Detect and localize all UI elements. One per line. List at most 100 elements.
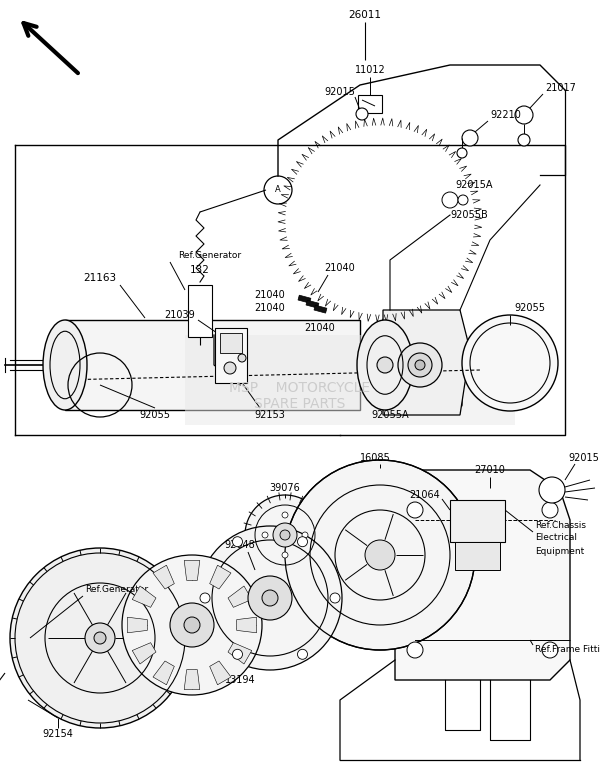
Polygon shape	[228, 642, 252, 664]
Text: 92048: 92048	[224, 540, 256, 550]
Circle shape	[224, 362, 236, 374]
Polygon shape	[228, 586, 252, 608]
Text: 21163: 21163	[83, 273, 116, 283]
FancyBboxPatch shape	[383, 318, 462, 407]
Bar	[188, 285, 212, 337]
Ellipse shape	[357, 320, 413, 410]
Text: SPARE PARTS: SPARE PARTS	[254, 397, 346, 411]
Bar	[65, 320, 360, 410]
Text: 21017: 21017	[545, 83, 576, 93]
Circle shape	[280, 530, 290, 540]
Circle shape	[122, 555, 262, 695]
Text: 92015A: 92015A	[455, 180, 493, 190]
Text: Ref.Generator: Ref.Generator	[85, 585, 148, 594]
Polygon shape	[184, 670, 200, 690]
Text: 16085: 16085	[359, 453, 391, 463]
Circle shape	[184, 617, 200, 633]
Circle shape	[282, 512, 288, 518]
Bar	[455, 542, 500, 570]
Circle shape	[264, 176, 292, 204]
Text: 92154: 92154	[43, 729, 73, 739]
Text: 132: 132	[190, 265, 210, 275]
Circle shape	[262, 590, 278, 606]
Circle shape	[200, 593, 210, 603]
Text: MSP    MOTORCYCLE: MSP MOTORCYCLE	[229, 381, 371, 395]
Text: Ref.Frame Fittings: Ref.Frame Fittings	[535, 646, 600, 655]
Text: Ref.Generator: Ref.Generator	[178, 250, 241, 260]
Text: 11012: 11012	[355, 65, 385, 75]
Text: 21040: 21040	[254, 290, 285, 300]
Circle shape	[233, 649, 242, 660]
Polygon shape	[153, 661, 175, 685]
Circle shape	[458, 195, 468, 205]
Circle shape	[94, 632, 106, 644]
Circle shape	[539, 477, 565, 503]
Text: 92210: 92210	[490, 110, 521, 120]
Text: 39076: 39076	[269, 483, 301, 493]
Bar	[185, 335, 515, 425]
Circle shape	[285, 460, 475, 650]
Circle shape	[198, 526, 342, 670]
Polygon shape	[132, 642, 156, 664]
Polygon shape	[209, 661, 231, 685]
Circle shape	[407, 502, 423, 518]
Circle shape	[262, 532, 268, 538]
Circle shape	[442, 192, 458, 208]
Bar	[450, 500, 505, 542]
Text: 26011: 26011	[349, 10, 382, 20]
Circle shape	[542, 502, 558, 518]
Circle shape	[85, 623, 115, 653]
Circle shape	[515, 106, 533, 124]
Text: 21040: 21040	[305, 323, 335, 333]
Polygon shape	[395, 470, 570, 680]
Circle shape	[462, 315, 558, 411]
Circle shape	[407, 642, 423, 658]
Text: A: A	[275, 185, 281, 195]
Circle shape	[273, 523, 297, 547]
Bar	[314, 305, 327, 313]
Bar	[298, 295, 311, 303]
Text: 21040: 21040	[254, 303, 285, 313]
Text: 92055: 92055	[139, 410, 170, 420]
Polygon shape	[383, 310, 470, 415]
Bar	[215, 328, 247, 383]
Circle shape	[415, 360, 425, 370]
Ellipse shape	[43, 320, 87, 410]
Circle shape	[398, 343, 442, 387]
Bar	[306, 300, 319, 308]
Circle shape	[518, 134, 530, 146]
Circle shape	[356, 108, 368, 120]
Text: 21039: 21039	[164, 310, 195, 320]
Circle shape	[377, 357, 393, 373]
Circle shape	[408, 353, 432, 377]
Text: Ref.Chassis: Ref.Chassis	[535, 521, 586, 529]
Text: 21040: 21040	[325, 263, 355, 273]
Circle shape	[542, 642, 558, 658]
Text: Electrical: Electrical	[535, 533, 577, 542]
Text: 92153: 92153	[254, 410, 286, 420]
Text: 21064: 21064	[409, 490, 440, 500]
Circle shape	[282, 552, 288, 558]
Text: 92055A: 92055A	[371, 410, 409, 420]
Polygon shape	[236, 617, 257, 632]
Circle shape	[298, 649, 308, 660]
Text: 13194: 13194	[224, 675, 256, 685]
Circle shape	[248, 576, 292, 620]
Polygon shape	[153, 565, 175, 589]
Text: 92055B: 92055B	[450, 210, 488, 220]
Polygon shape	[209, 565, 231, 589]
Text: 92015: 92015	[568, 453, 599, 463]
Circle shape	[10, 548, 190, 728]
Bar	[358, 95, 382, 113]
Bar	[220, 333, 242, 353]
Circle shape	[462, 130, 478, 146]
Circle shape	[298, 537, 307, 546]
Circle shape	[365, 540, 395, 570]
Circle shape	[232, 537, 242, 546]
Polygon shape	[127, 617, 148, 632]
Text: A: A	[549, 485, 555, 494]
Circle shape	[330, 593, 340, 603]
Polygon shape	[132, 586, 156, 608]
Circle shape	[245, 495, 325, 575]
Text: Equipment: Equipment	[535, 546, 584, 556]
